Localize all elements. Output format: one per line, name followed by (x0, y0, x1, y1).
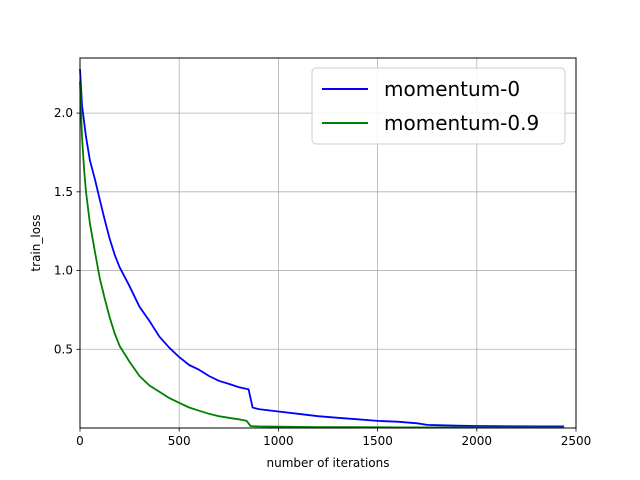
y-tick-label: 0.5 (54, 342, 73, 356)
x-tick-label: 1500 (362, 434, 393, 448)
legend-label-momentum-0: momentum-0 (384, 77, 520, 101)
x-tick-label: 2500 (561, 434, 592, 448)
axis-ticks: 0 500 1000 1500 2000 2500 0.5 1.0 1.5 2.0 (54, 106, 591, 448)
series-line-momentum-0.9 (79, 81, 565, 429)
plot-frame (79, 57, 577, 429)
y-tick-label: 1.5 (54, 185, 73, 199)
legend-label-momentum-0.9: momentum-0.9 (384, 111, 539, 135)
series-line-momentum-0 (79, 68, 565, 428)
x-tick-label: 1000 (263, 434, 294, 448)
x-axis-label: number of iterations (267, 456, 390, 470)
series-layer (79, 68, 565, 429)
y-axis-label: train_loss (29, 214, 43, 271)
y-tick-label: 2.0 (54, 106, 73, 120)
y-tick-label: 1.0 (54, 264, 73, 278)
legend-box (311, 67, 566, 145)
x-tick-label: 0 (76, 434, 84, 448)
x-tick-label: 500 (168, 434, 191, 448)
x-tick-label: 2000 (462, 434, 493, 448)
legend: momentum-0 momentum-0.9 (311, 67, 566, 145)
